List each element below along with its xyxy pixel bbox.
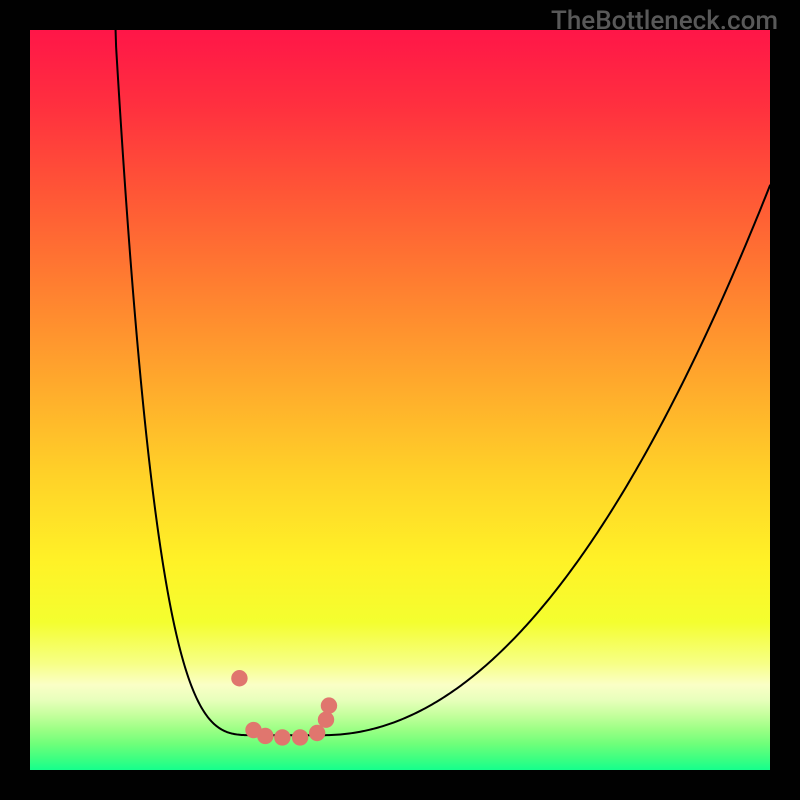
figure-root: TheBottleneck.com bbox=[0, 0, 800, 800]
curve-dot bbox=[309, 725, 325, 741]
attribution-label: TheBottleneck.com bbox=[551, 6, 778, 36]
curve-dot bbox=[292, 729, 308, 745]
outer-frame bbox=[0, 0, 800, 800]
curve-dot bbox=[257, 728, 273, 744]
gradient-background bbox=[30, 30, 770, 770]
curve-dot bbox=[231, 670, 247, 686]
plot-svg bbox=[0, 0, 800, 800]
curve-dot bbox=[274, 729, 290, 745]
curve-dot bbox=[321, 697, 337, 713]
curve-dot bbox=[318, 711, 334, 727]
